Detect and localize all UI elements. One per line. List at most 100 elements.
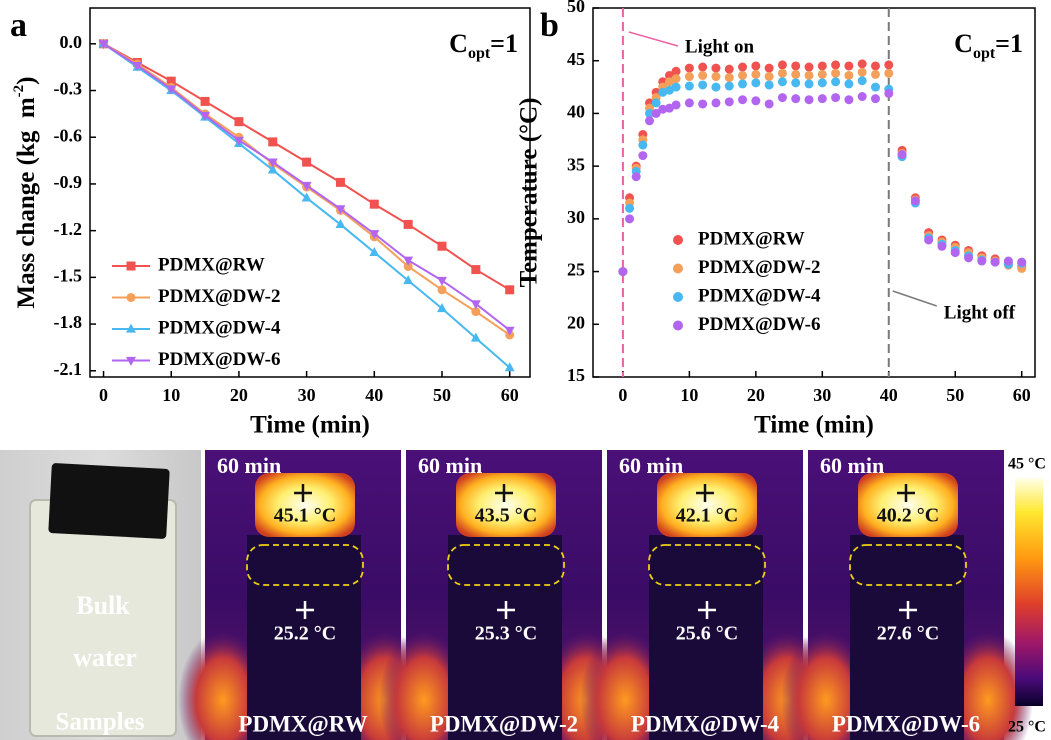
x-tick-label: 50 [946, 385, 964, 405]
data-point [725, 97, 734, 106]
data-point [685, 64, 694, 73]
data-point [698, 71, 707, 80]
data-point [898, 150, 907, 159]
data-point [805, 95, 814, 104]
data-point [685, 82, 694, 91]
data-point [751, 78, 760, 87]
temperature-label: 25.2 °C [274, 623, 336, 645]
annotation: Light on [685, 36, 755, 57]
legend-marker [127, 293, 136, 302]
data-point [672, 74, 681, 83]
figure: abc0.0-0.3-0.6-0.9-1.2-1.5-1.8-2.1010203… [0, 0, 1051, 740]
data-point [765, 64, 774, 73]
temperature-label: 43.5 °C [475, 505, 537, 527]
data-point [964, 253, 973, 262]
marker [437, 277, 447, 286]
data-point [698, 99, 707, 108]
colorbar-label: 45 °C [1008, 456, 1046, 473]
x-tick-label: 0 [618, 385, 627, 405]
data-point [685, 98, 694, 107]
data-point [778, 60, 787, 69]
marker [336, 178, 345, 187]
marker [370, 200, 379, 209]
data-point [725, 82, 734, 91]
marker [471, 300, 481, 309]
annotation-part: C [449, 29, 468, 58]
annotation-arrow [893, 291, 937, 306]
legend-marker [673, 235, 683, 245]
x-tick-label: 60 [501, 385, 519, 405]
marker [201, 97, 210, 106]
data-point [738, 95, 747, 104]
annotation-part: opt [973, 45, 996, 62]
marker [471, 265, 480, 274]
y-tick-label: -1.2 [54, 219, 83, 239]
y-tick-label: -2.1 [54, 359, 83, 379]
y-tick-label: 0.0 [60, 32, 83, 52]
legend-label: PDMX@DW-2 [698, 257, 821, 278]
data-point [805, 63, 814, 72]
x-tick-label: 60 [1013, 385, 1031, 405]
data-point [791, 61, 800, 70]
sample-cap [48, 463, 170, 539]
data-point [765, 80, 774, 89]
data-point [831, 77, 840, 86]
data-point [805, 71, 814, 80]
data-point [924, 235, 933, 244]
data-point [625, 214, 634, 223]
legend-label: PDMX@RW [158, 254, 265, 275]
y-tick-label: -0.9 [54, 172, 83, 192]
data-point [844, 79, 853, 88]
y-tick-label: 25 [567, 260, 585, 280]
photo-label: Samples [56, 709, 145, 736]
data-point [791, 94, 800, 103]
y-tick-label: 30 [567, 207, 585, 227]
data-point [632, 172, 641, 181]
y-tick-label: 20 [567, 312, 585, 332]
time-label: 60 min [619, 453, 683, 478]
data-point [751, 70, 760, 79]
x-tick-label: 20 [230, 385, 248, 405]
marker [404, 220, 413, 229]
photo-text: Bulk [76, 591, 130, 620]
data-point [831, 69, 840, 78]
data-point [672, 100, 681, 109]
temperature-label: 45.1 °C [274, 505, 336, 527]
data-point [818, 94, 827, 103]
data-point [685, 72, 694, 81]
x-tick-label: 40 [880, 385, 898, 405]
data-point [725, 65, 734, 74]
data-point [711, 83, 720, 92]
x-axis-title: Time (min) [250, 412, 370, 439]
data-point [751, 61, 760, 70]
data-point [937, 242, 946, 251]
marker [438, 242, 447, 251]
data-point [884, 69, 893, 78]
data-point [778, 69, 787, 78]
legend-label: PDMX@RW [698, 228, 805, 249]
colorbar-label: 25 °C [1008, 719, 1046, 736]
data-point [1004, 257, 1013, 266]
x-tick-label: 40 [365, 385, 383, 405]
data-point [951, 248, 960, 257]
photo-text: water [73, 643, 137, 672]
temperature-label: 42.1 °C [676, 505, 738, 527]
temperature-label: 25.6 °C [676, 623, 738, 645]
y-tick-label: -0.3 [54, 79, 83, 99]
annotation-arrow [629, 32, 678, 46]
legend-marker [127, 262, 136, 271]
data-point [871, 94, 880, 103]
temperature-label: 25.3 °C [475, 623, 537, 645]
x-tick-label: 0 [99, 385, 108, 405]
data-point [738, 79, 747, 88]
annotation-part: =1 [995, 29, 1023, 58]
marker [438, 285, 447, 294]
data-point [844, 61, 853, 70]
data-point [751, 96, 760, 105]
data-point [791, 70, 800, 79]
data-point [818, 70, 827, 79]
legend-label: PDMX@DW-4 [158, 317, 281, 338]
data-point [884, 89, 893, 98]
y-tick-label: 35 [567, 154, 585, 174]
annotation: Light off [944, 302, 1016, 323]
